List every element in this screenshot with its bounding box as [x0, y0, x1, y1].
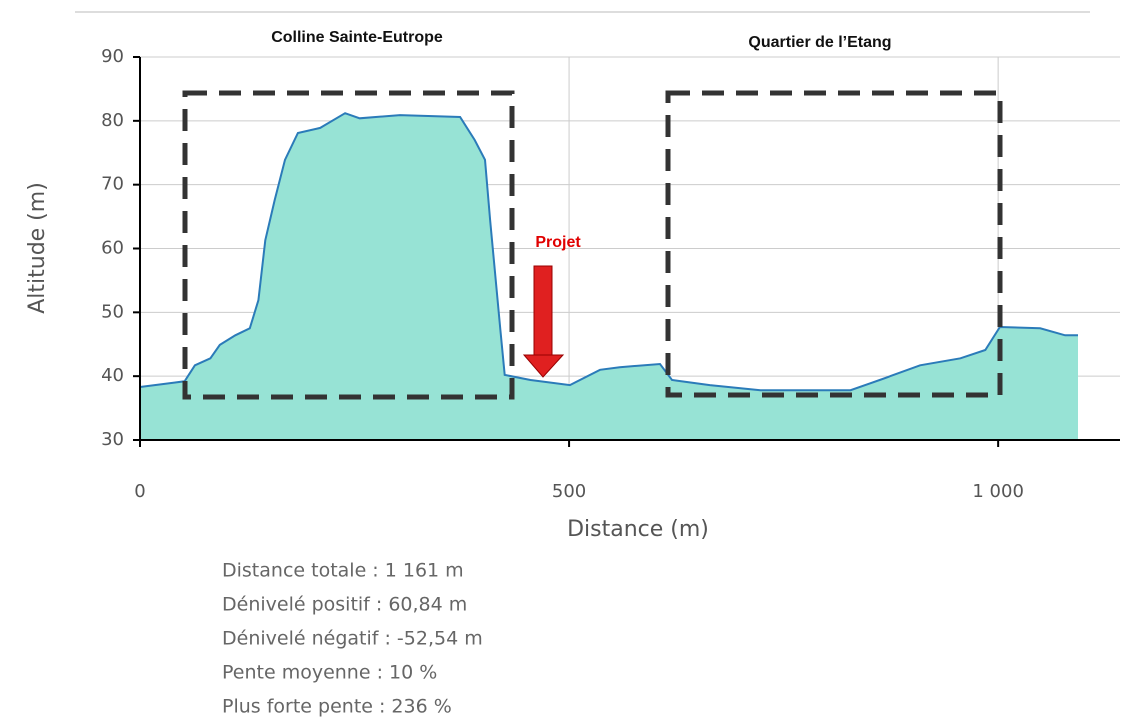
stat-line: Dénivelé négatif : -52,54 m — [222, 628, 483, 650]
annotation: Colline Sainte-Eutrope — [271, 29, 443, 46]
y-tick-label: 90 — [101, 46, 124, 67]
y-tick-label: 80 — [101, 110, 124, 131]
line — [139, 112, 1078, 392]
zone-box — [182, 90, 515, 400]
annotation: Projet — [535, 234, 581, 251]
arrow-head — [522, 354, 565, 378]
y-tick-label: 50 — [101, 301, 124, 322]
y-tick-label: 60 — [101, 238, 124, 259]
x-tick-label: 500 — [552, 481, 586, 502]
y-tick-label: 70 — [101, 174, 124, 195]
x-tick-label: 1 000 — [972, 481, 1024, 502]
zone-box — [665, 90, 1003, 398]
y-tick-label: 30 — [101, 429, 124, 450]
arrow — [533, 265, 553, 356]
y-axis-label: Altitude (m) — [25, 182, 50, 314]
x-axis-label: Distance (m) — [567, 517, 709, 542]
y-tick-label: 40 — [101, 365, 124, 386]
stat-line: Distance totale : 1 161 m — [222, 560, 464, 582]
annotation: Quartier de l’Etang — [748, 34, 891, 51]
x-tick-label: 0 — [134, 481, 145, 502]
plot — [133, 56, 1120, 447]
stat-line: Plus forte pente : 236 % — [222, 696, 452, 718]
stat-line: Dénivelé positif : 60,84 m — [222, 594, 467, 616]
area — [140, 113, 1078, 440]
stat-line: Pente moyenne : 10 % — [222, 662, 437, 684]
